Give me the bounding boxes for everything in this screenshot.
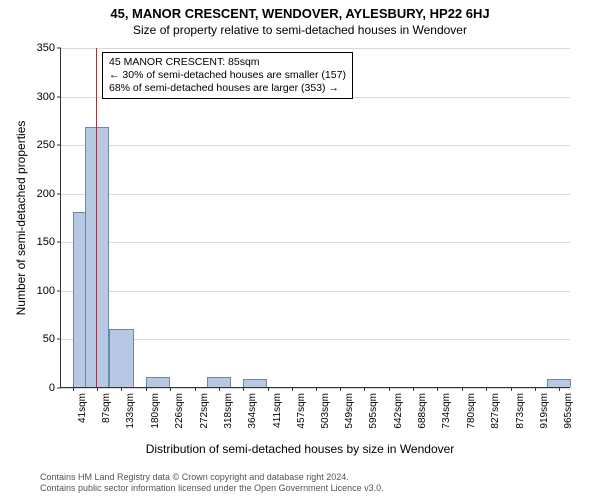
xtick-label: 873sqm bbox=[515, 393, 526, 429]
ytick-label: 100 bbox=[37, 285, 55, 297]
xtick-mark bbox=[146, 387, 147, 391]
title-main: 45, MANOR CRESCENT, WENDOVER, AYLESBURY,… bbox=[0, 0, 600, 21]
xtick-label: 41sqm bbox=[77, 393, 88, 423]
ytick-label: 0 bbox=[49, 382, 55, 394]
xtick-mark bbox=[413, 387, 414, 391]
annotation-line1: 45 MANOR CRESCENT: 85sqm bbox=[109, 56, 346, 69]
histogram-bar bbox=[207, 377, 231, 387]
xtick-mark bbox=[559, 387, 560, 391]
xtick-label: 642sqm bbox=[393, 393, 404, 429]
xtick-label: 411sqm bbox=[272, 393, 283, 428]
xtick-mark bbox=[437, 387, 438, 391]
footer-line1: Contains HM Land Registry data © Crown c… bbox=[40, 472, 384, 483]
ytick-mark bbox=[57, 339, 61, 340]
gridline bbox=[61, 291, 570, 292]
xtick-mark bbox=[511, 387, 512, 391]
gridline bbox=[61, 145, 570, 146]
annotation-box: 45 MANOR CRESCENT: 85sqm ← 30% of semi-d… bbox=[102, 52, 353, 99]
xtick-mark bbox=[462, 387, 463, 391]
xtick-label: 595sqm bbox=[368, 393, 379, 429]
xtick-label: 734sqm bbox=[441, 393, 452, 429]
xtick-mark bbox=[97, 387, 98, 391]
xtick-mark bbox=[268, 387, 269, 391]
ytick-mark bbox=[57, 96, 61, 97]
x-axis-label: Distribution of semi-detached houses by … bbox=[0, 442, 600, 456]
xtick-label: 549sqm bbox=[344, 393, 355, 429]
xtick-label: 226sqm bbox=[174, 393, 185, 429]
xtick-mark bbox=[340, 387, 341, 391]
xtick-mark bbox=[73, 387, 74, 391]
chart-area: 05010015020025030035041sqm87sqm133sqm180… bbox=[60, 48, 570, 388]
histogram-bar bbox=[109, 329, 133, 387]
xtick-label: 919sqm bbox=[539, 393, 550, 429]
histogram-bar bbox=[547, 379, 571, 387]
ytick-label: 350 bbox=[37, 42, 55, 54]
ytick-mark bbox=[57, 193, 61, 194]
xtick-mark bbox=[364, 387, 365, 391]
ytick-label: 200 bbox=[37, 188, 55, 200]
xtick-label: 133sqm bbox=[125, 393, 136, 429]
xtick-mark bbox=[316, 387, 317, 391]
xtick-label: 780sqm bbox=[466, 393, 477, 429]
xtick-label: 364sqm bbox=[247, 393, 258, 429]
histogram-bar bbox=[85, 127, 109, 387]
xtick-mark bbox=[292, 387, 293, 391]
xtick-mark bbox=[243, 387, 244, 391]
ytick-mark bbox=[57, 242, 61, 243]
histogram-bar bbox=[146, 377, 170, 387]
xtick-label: 965sqm bbox=[563, 393, 574, 429]
xtick-label: 318sqm bbox=[223, 393, 234, 429]
ytick-mark bbox=[57, 388, 61, 389]
xtick-label: 272sqm bbox=[199, 393, 210, 429]
annotation-line3: 68% of semi-detached houses are larger (… bbox=[109, 82, 346, 95]
xtick-label: 503sqm bbox=[320, 393, 331, 429]
gridline bbox=[61, 48, 570, 49]
gridline bbox=[61, 339, 570, 340]
xtick-label: 457sqm bbox=[296, 393, 307, 429]
ytick-label: 50 bbox=[43, 333, 55, 345]
title-sub: Size of property relative to semi-detach… bbox=[0, 21, 600, 37]
xtick-mark bbox=[170, 387, 171, 391]
xtick-mark bbox=[486, 387, 487, 391]
gridline bbox=[61, 194, 570, 195]
ytick-mark bbox=[57, 290, 61, 291]
xtick-label: 180sqm bbox=[150, 393, 161, 429]
xtick-label: 827sqm bbox=[490, 393, 501, 429]
ytick-label: 300 bbox=[37, 91, 55, 103]
xtick-mark bbox=[195, 387, 196, 391]
gridline bbox=[61, 242, 570, 243]
xtick-label: 688sqm bbox=[417, 393, 428, 429]
xtick-mark bbox=[121, 387, 122, 391]
annotation-line2: ← 30% of semi-detached houses are smalle… bbox=[109, 69, 346, 82]
ytick-label: 250 bbox=[37, 139, 55, 151]
xtick-mark bbox=[219, 387, 220, 391]
xtick-mark bbox=[535, 387, 536, 391]
marker-line bbox=[96, 48, 97, 387]
y-axis-label: Number of semi-detached properties bbox=[14, 121, 28, 316]
ytick-mark bbox=[57, 145, 61, 146]
footer: Contains HM Land Registry data © Crown c… bbox=[40, 472, 384, 495]
histogram-bar bbox=[243, 379, 267, 387]
xtick-label: 87sqm bbox=[101, 393, 112, 423]
ytick-mark bbox=[57, 48, 61, 49]
footer-line2: Contains public sector information licen… bbox=[40, 483, 384, 494]
ytick-label: 150 bbox=[37, 236, 55, 248]
xtick-mark bbox=[389, 387, 390, 391]
